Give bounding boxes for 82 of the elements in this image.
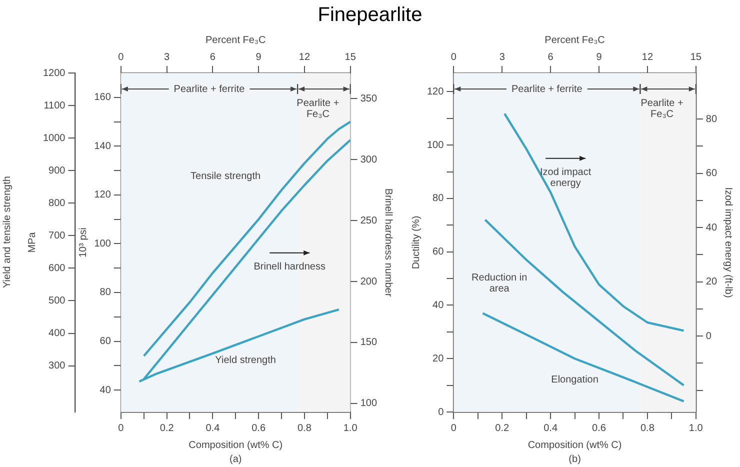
- x-tick-label: 0: [118, 422, 124, 434]
- y-tick-label: 40: [432, 300, 444, 311]
- y-axis-title: Ductility (%): [410, 216, 422, 270]
- x2-tick-label: 9: [256, 52, 262, 63]
- x2-tick-label: 15: [344, 52, 356, 63]
- text: (a): [230, 454, 242, 465]
- y3-tick-label: 400: [48, 328, 66, 340]
- y3-tick-label: 900: [48, 165, 66, 176]
- y-tick-label: 140: [94, 140, 112, 152]
- y2-tick-label: 20: [706, 276, 718, 288]
- y-tick-label: 100: [426, 140, 444, 151]
- band-label: Pearlite + ferrite: [174, 84, 246, 95]
- y3-tick-label: 800: [48, 198, 66, 209]
- y2-tick-label: 250: [360, 215, 378, 226]
- y3-tick-label: 1100: [44, 100, 66, 112]
- band-label: Pearlite + Fe₃C: [640, 98, 684, 120]
- y-tick-label: 0: [438, 406, 444, 418]
- y2-tick-label: 200: [360, 276, 378, 288]
- y-tick-label: 80: [432, 193, 444, 204]
- y2-tick-label: 100: [360, 398, 378, 410]
- y3-tick-label: 1000: [42, 132, 66, 144]
- y-tick-label: 160: [94, 92, 112, 104]
- x-tick-label: 0.2: [495, 422, 510, 434]
- y2-tick-label: 350: [360, 93, 378, 104]
- y-axis-title: 10³ psi: [78, 227, 89, 258]
- y-tick-label: 60: [432, 246, 444, 258]
- x-axis-title: Composition (wt% C): [528, 440, 622, 451]
- x-tick-label: 0.6: [592, 422, 606, 434]
- x-tick-label: 0.6: [252, 422, 266, 434]
- x2-tick-label: 6: [548, 52, 554, 63]
- x2-tick-label: 15: [690, 52, 702, 63]
- x-tick-label: 0: [450, 422, 457, 434]
- band-label: Pearlite + ferrite: [511, 84, 583, 95]
- text: Yield and tensile strength: [2, 175, 13, 290]
- x-tick-label: 0.4: [544, 422, 558, 434]
- x-axis-title: Composition (wt% C): [188, 440, 283, 451]
- series-label: Reduction in area: [472, 272, 528, 295]
- y3-tick-label: 1200: [42, 68, 66, 79]
- y2-axis-title: Izod impact energy (ft-lb): [722, 187, 734, 298]
- x2-tick-label: 0: [450, 52, 457, 63]
- y3-tick-label: 300: [48, 360, 66, 372]
- y2-tick-label: 40: [706, 222, 718, 234]
- series-label: Brinell hardness: [254, 262, 326, 273]
- x2-axis-title: Percent Fe₃C: [206, 34, 266, 46]
- y-tick-label: 80: [100, 287, 112, 298]
- x-tick-label: 0.8: [297, 422, 312, 434]
- series-label: Elongation: [551, 374, 598, 386]
- x-tick-label: 0.4: [206, 422, 220, 434]
- x2-tick-label: 12: [298, 52, 310, 63]
- text: Tensile strength: [190, 171, 261, 182]
- y-tick-label: 120: [94, 190, 112, 201]
- y-tick-label: 100: [94, 238, 112, 250]
- y2-axis-title: Brinell hardness number: [382, 188, 394, 298]
- band-label: Pearlite + Fe₃C: [296, 98, 340, 120]
- x2-tick-label: 9: [596, 52, 602, 63]
- y2-tick-label: 60: [706, 168, 718, 180]
- y-tick-label: 40: [100, 384, 112, 396]
- y-tick-label: 60: [100, 336, 112, 348]
- y3-axis-title: MPa: [26, 232, 38, 253]
- series-label: Yield strength: [215, 355, 276, 366]
- y3-tick-label: 600: [48, 262, 66, 274]
- x2-tick-label: 3: [164, 52, 170, 63]
- x-tick-label: 1.0: [343, 422, 358, 434]
- series-label: Izod impact energy: [540, 167, 592, 190]
- x-tick-label: 1.0: [688, 422, 704, 434]
- x2-tick-label: 12: [642, 52, 654, 63]
- x-tick-label: 0.2: [160, 422, 174, 434]
- chart-title: Finepearlite: [316, 4, 424, 28]
- y-tick-label: 20: [432, 353, 444, 364]
- x2-axis-title: Percent Fe₃C: [544, 34, 605, 46]
- x2-tick-label: 0: [118, 52, 124, 63]
- y2-tick-label: 80: [706, 114, 718, 125]
- y2-tick-label: 0: [706, 330, 712, 342]
- y2-tick-label: 150: [360, 337, 378, 348]
- x2-tick-label: 6: [210, 52, 216, 63]
- text: (b): [568, 454, 581, 465]
- x2-tick-label: 3: [499, 52, 506, 63]
- y2-tick-label: 300: [360, 154, 378, 166]
- x-tick-label: 0.8: [640, 422, 655, 434]
- y3-tick-label: 700: [48, 230, 66, 242]
- y-tick-label: 120: [426, 86, 444, 98]
- y3-tick-label: 500: [48, 295, 66, 306]
